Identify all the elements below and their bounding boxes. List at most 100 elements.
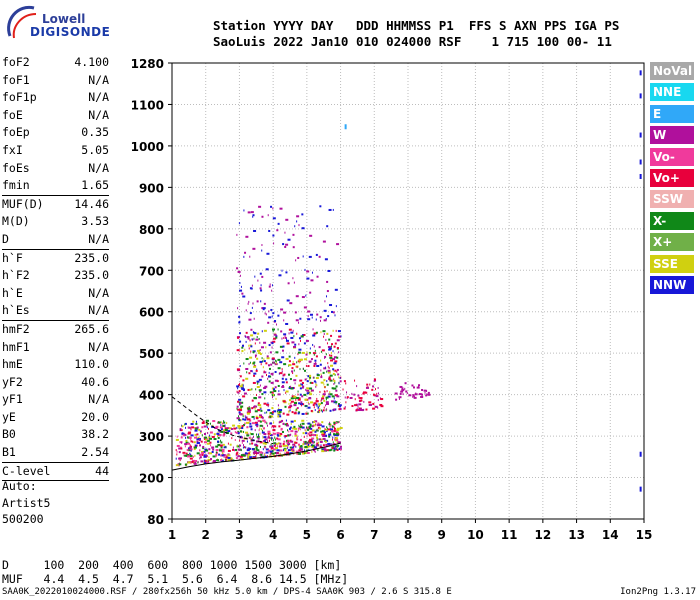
echo-point bbox=[426, 393, 428, 396]
echo-point bbox=[193, 441, 196, 444]
echo-point bbox=[336, 444, 340, 447]
echo-point bbox=[239, 419, 242, 422]
echo-point bbox=[312, 328, 314, 331]
echo-point bbox=[315, 447, 318, 450]
echo-point bbox=[200, 430, 202, 433]
echo-point bbox=[251, 284, 253, 287]
echo-point bbox=[372, 407, 376, 410]
echo-point bbox=[197, 436, 200, 439]
echo-point bbox=[309, 291, 312, 294]
echo-point bbox=[272, 330, 274, 333]
echo-point bbox=[263, 370, 265, 373]
echo-point bbox=[323, 379, 326, 382]
echo-point bbox=[260, 300, 262, 303]
echo-point bbox=[254, 410, 258, 413]
echo-point bbox=[212, 448, 215, 451]
echo-point bbox=[301, 227, 305, 230]
echo-point bbox=[221, 454, 224, 457]
echo-point bbox=[289, 426, 292, 429]
echo-point bbox=[196, 433, 199, 436]
echo-point bbox=[240, 454, 244, 457]
echo-point bbox=[284, 435, 288, 438]
param-value: 3.53 bbox=[81, 214, 109, 229]
param-name: h`E bbox=[2, 285, 23, 300]
echo-point bbox=[231, 448, 234, 451]
echo-point bbox=[326, 332, 329, 335]
auto-code: 500200 bbox=[2, 512, 44, 526]
y-tick-label: 80 bbox=[147, 513, 164, 527]
echo-point bbox=[225, 454, 227, 457]
echo-point bbox=[332, 329, 334, 332]
echo-point bbox=[258, 435, 260, 438]
echo-point bbox=[266, 424, 268, 427]
param-row: MUF(D) 14.46 bbox=[2, 196, 109, 214]
echo-point bbox=[639, 70, 642, 76]
echo-point bbox=[317, 438, 319, 441]
echo-point bbox=[203, 425, 207, 428]
legend-item: SSE bbox=[650, 254, 694, 273]
echo-point bbox=[180, 436, 183, 439]
param-name: M(D) bbox=[2, 214, 30, 229]
echo-point bbox=[301, 213, 304, 216]
echo-point bbox=[266, 355, 269, 358]
legend-item: SSW bbox=[650, 190, 694, 209]
echo-point bbox=[189, 457, 193, 460]
echo-point bbox=[261, 375, 264, 378]
echo-point bbox=[307, 318, 311, 321]
echo-point bbox=[244, 251, 247, 254]
echo-point bbox=[252, 214, 255, 217]
echo-point bbox=[296, 361, 298, 364]
echo-point bbox=[275, 336, 278, 339]
echo-point bbox=[291, 341, 295, 344]
legend-item: W bbox=[650, 126, 694, 145]
echo-point bbox=[334, 342, 337, 345]
param-row: foEp 0.35 bbox=[2, 124, 109, 142]
echo-point bbox=[256, 452, 260, 455]
echo-point bbox=[261, 357, 263, 360]
echo-point bbox=[247, 302, 249, 305]
echo-point bbox=[315, 331, 318, 334]
echo-point bbox=[345, 382, 347, 385]
echo-point bbox=[185, 439, 188, 442]
echo-point bbox=[639, 93, 642, 99]
echo-point bbox=[412, 395, 414, 398]
echo-point bbox=[310, 401, 314, 404]
y-tick-label: 700 bbox=[139, 264, 164, 278]
echo-point bbox=[263, 454, 265, 457]
echo-point bbox=[639, 451, 642, 457]
echo-point bbox=[314, 349, 316, 352]
echo-point bbox=[281, 368, 283, 371]
echo-point bbox=[333, 369, 335, 372]
echo-point bbox=[256, 436, 260, 439]
echo-point bbox=[245, 340, 247, 343]
echo-point bbox=[198, 439, 201, 442]
echo-point bbox=[324, 300, 326, 303]
echo-point bbox=[317, 441, 319, 444]
echo-point bbox=[249, 425, 253, 428]
echo-point bbox=[238, 398, 242, 401]
echo-point bbox=[257, 349, 261, 352]
echo-point bbox=[189, 444, 191, 447]
echo-point bbox=[418, 393, 422, 396]
echo-point bbox=[195, 422, 198, 425]
echo-point bbox=[267, 440, 269, 443]
echo-point bbox=[288, 430, 290, 433]
echo-point bbox=[256, 300, 259, 303]
echo-point bbox=[356, 407, 358, 410]
echo-point bbox=[359, 397, 363, 400]
param-name: yE bbox=[2, 409, 16, 424]
echo-point bbox=[297, 427, 300, 430]
echo-point bbox=[277, 410, 279, 413]
echo-point bbox=[254, 421, 257, 424]
echo-point bbox=[333, 397, 335, 400]
x-tick-label: 6 bbox=[336, 528, 344, 542]
echo-point bbox=[201, 426, 204, 429]
echo-point bbox=[246, 336, 250, 339]
echo-point bbox=[282, 243, 285, 246]
echo-point bbox=[333, 426, 335, 429]
echo-point bbox=[335, 421, 338, 424]
echo-point bbox=[251, 422, 255, 425]
echo-point bbox=[272, 432, 276, 435]
echo-point bbox=[264, 455, 266, 458]
echo-point bbox=[289, 446, 292, 449]
